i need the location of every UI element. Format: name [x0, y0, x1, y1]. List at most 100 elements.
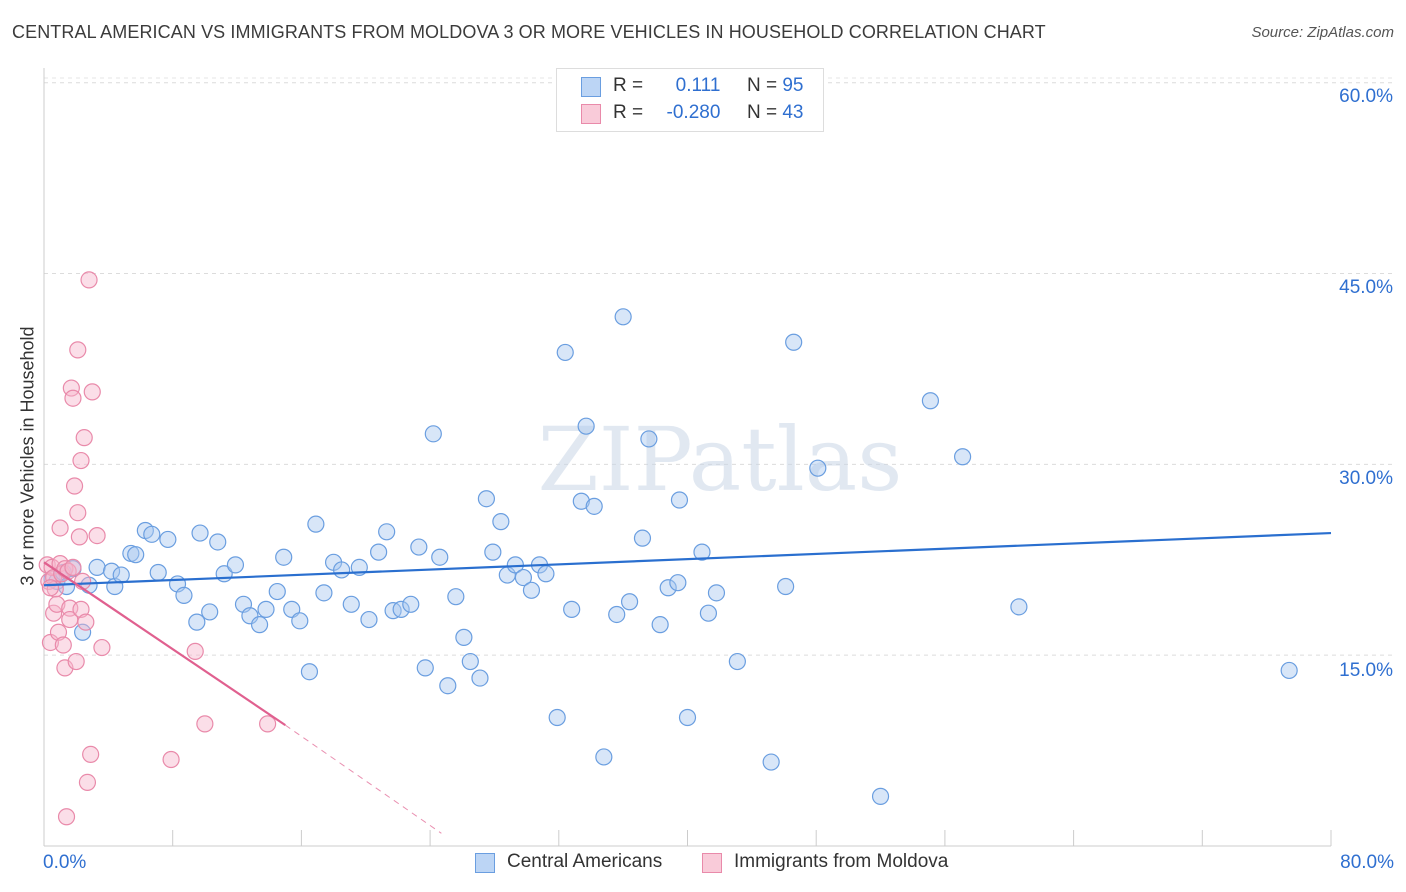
data-point: [370, 543, 388, 561]
data-point: [226, 556, 245, 574]
data-point: [651, 616, 669, 634]
x-tick-label: 0.0%: [43, 852, 87, 873]
data-point: [514, 568, 533, 587]
data-point: [74, 572, 92, 591]
data-point: [699, 604, 718, 622]
data-point: [360, 610, 378, 629]
data-point: [49, 623, 68, 641]
data-point: [65, 477, 84, 495]
chart-title: CENTRAL AMERICAN VS IMMIGRANTS FROM MOLD…: [12, 22, 1046, 42]
data-point: [342, 595, 360, 613]
data-point: [484, 543, 502, 561]
data-point: [640, 430, 658, 448]
data-point: [74, 623, 92, 641]
data-point: [633, 529, 652, 547]
data-point: [78, 773, 97, 791]
axes: [43, 68, 1332, 847]
y-tick-label: 30.0%: [1339, 468, 1393, 489]
y-axis-label: 3 or more Vehicles in Household: [17, 326, 38, 586]
data-point: [300, 663, 319, 681]
data-point: [670, 491, 689, 509]
data-point: [572, 492, 590, 510]
legend-label: Immigrants from Moldova: [734, 851, 949, 872]
data-point: [72, 451, 90, 470]
data-point: [669, 574, 687, 592]
data-point: [209, 533, 227, 551]
data-point: [143, 525, 161, 543]
data-point: [88, 558, 106, 577]
data-point: [762, 753, 780, 771]
data-point: [537, 565, 555, 583]
data-point: [41, 579, 60, 597]
data-point: [378, 523, 396, 541]
data-point: [577, 417, 595, 435]
data-point: [522, 581, 541, 599]
data-point: [159, 530, 177, 549]
trend-line-central-americans: [43, 531, 1332, 587]
data-point: [614, 308, 632, 326]
blue-swatch: [581, 77, 601, 97]
data-point: [871, 787, 890, 805]
data-point: [72, 600, 90, 618]
data-point: [64, 558, 82, 577]
r-label: R =: [613, 102, 644, 123]
trend-line-moldova: [43, 561, 286, 727]
data-point: [921, 392, 940, 410]
data-point: [659, 579, 677, 597]
data-point: [48, 595, 66, 613]
data-point: [77, 613, 95, 631]
n-value: 43: [782, 102, 804, 123]
data-point: [693, 543, 711, 561]
y-tick-label: 45.0%: [1339, 277, 1393, 298]
data-point: [149, 563, 167, 582]
data-point: [707, 584, 726, 602]
data-point: [75, 429, 93, 447]
grid-lines: [44, 77, 1395, 656]
data-point: [439, 677, 457, 695]
data-point: [67, 652, 85, 671]
data-point: [80, 271, 98, 289]
data-point: [268, 582, 286, 601]
data-point: [333, 561, 351, 579]
data-point: [953, 448, 972, 466]
trend-line-moldova-extension: [285, 724, 442, 834]
data-point: [315, 584, 333, 602]
legend-text: R = 0.111 N = 95: [613, 75, 803, 97]
watermark: ZIPatlas: [538, 408, 903, 511]
blue-swatch: [475, 853, 495, 873]
data-point: [595, 748, 613, 766]
data-point: [608, 605, 626, 624]
data-point: [83, 383, 101, 401]
data-point: [186, 642, 204, 660]
moldova-points: [38, 271, 277, 826]
pink-swatch: [581, 104, 601, 124]
data-point: [431, 548, 449, 566]
data-point: [424, 425, 442, 443]
legend-text: R = -0.280 N = 43: [613, 102, 803, 124]
data-point: [563, 600, 581, 618]
data-point: [93, 638, 111, 657]
data-point: [402, 595, 420, 613]
data-point: [127, 546, 145, 564]
data-point: [69, 341, 87, 359]
data-point: [416, 659, 434, 677]
data-point: [620, 593, 639, 611]
data-point: [175, 586, 193, 604]
trend-lines: [43, 531, 1332, 727]
correlation-legend: R = 0.111 N = 95 R = -0.280 N = 43: [556, 68, 824, 132]
data-point: [492, 513, 510, 531]
data-point: [447, 588, 465, 606]
data-point: [250, 616, 269, 634]
data-point: [88, 527, 106, 545]
data-point: [57, 808, 76, 826]
data-point: [556, 343, 574, 362]
data-point: [777, 577, 795, 596]
data-point: [410, 538, 428, 556]
data-point: [54, 636, 72, 654]
data-point: [728, 652, 746, 671]
data-point: [1280, 661, 1298, 680]
x-tick-label: 80.0%: [1340, 852, 1394, 873]
data-point: [548, 708, 566, 727]
pink-swatch: [702, 853, 722, 873]
data-point: [70, 528, 88, 546]
